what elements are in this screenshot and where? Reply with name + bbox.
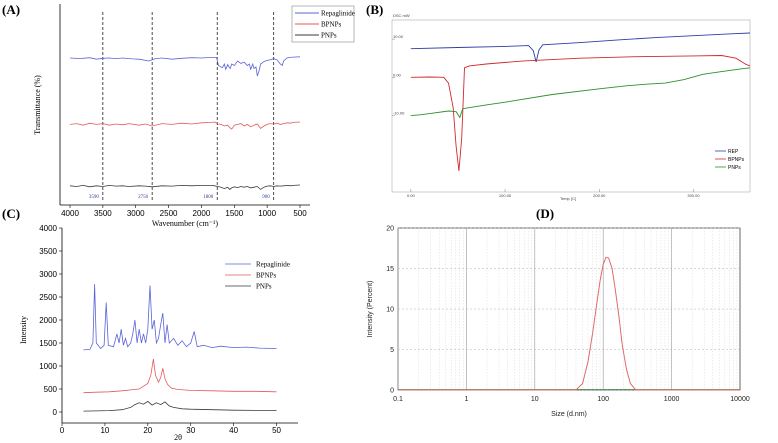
panel-a-annotations: 3590 2750 1800 900	[89, 195, 270, 200]
panel-a-series	[69, 56, 301, 190]
panel-c: (C) 0 500 1000 1500 2000 2500 3000 3500 4000 0 10…	[2, 206, 298, 442]
panel-a-xlabel: Wavenumber (cm⁻¹)	[152, 219, 219, 228]
panel-b-xtick-label: 300.00	[687, 193, 700, 198]
panel-a-annotation: 900	[262, 195, 270, 200]
panel-b-ytick-label: 10.00	[393, 34, 404, 39]
panel-c-ytick-label: 1000	[39, 362, 57, 371]
panel-b-series	[410, 32, 751, 172]
panel-c-label: (C)	[2, 206, 20, 221]
panel-a-tick-label: 1000	[258, 209, 276, 218]
panel-c-ytick-label: 4000	[39, 224, 57, 233]
panel-d-frame	[397, 227, 741, 391]
panel-d-x-ticks: 0.1 1 10 100 1000 10000	[393, 396, 750, 403]
panel-b-ytick-label: 0.00	[393, 72, 402, 77]
panel-d-xlabel: Size (d.nm)	[551, 411, 587, 418]
panel-d-xtick-label: 0.1	[393, 396, 403, 403]
panel-a-tick-label: 500	[293, 209, 307, 218]
panel-c-x-ticks: 0 10 20 30 40 50	[60, 423, 282, 435]
panel-a-annotation: 2750	[138, 195, 149, 200]
panel-d-y-ticks: 0 5 10 15 20	[386, 226, 394, 395]
panel-a-legend-bpnps: BPNPs	[321, 21, 342, 29]
panel-a-series-pnps	[69, 184, 301, 190]
panel-b-label: (B)	[366, 2, 383, 17]
panel-c-ytick-label: 0	[53, 408, 58, 417]
panel-a-ylabel: Transmittance (%)	[33, 75, 42, 135]
panel-c-ytick-label: 2000	[39, 316, 57, 325]
panel-b-legend-bpnps: BPNPs	[728, 157, 745, 163]
panel-c-series-pnps	[83, 400, 277, 412]
panel-a-annotation: 3590	[89, 195, 100, 200]
panel-c-xtick-label: 0	[60, 426, 65, 435]
panel-c-xtick-label: 40	[229, 426, 238, 435]
panel-c-legend: Repaglinide BPNPs PNPs	[225, 261, 290, 291]
panel-c-xtick-label: 20	[143, 426, 152, 435]
panel-c-series-bpnps	[83, 359, 277, 394]
panel-a-series-bpnps	[69, 121, 301, 130]
panel-b-series-bpnps	[410, 55, 751, 172]
panel-d-ytick-label: 10	[386, 307, 394, 314]
panel-c-legend-pnps: PNPs	[256, 283, 272, 291]
panel-a-legend: Repaglinide BPNPs PNPs	[291, 5, 355, 43]
panel-d-ylabel: Intensity (Percent)	[367, 281, 374, 338]
panel-b-legend-rep: REP	[728, 149, 739, 155]
panel-a-tick-label: 3000	[127, 209, 145, 218]
panel-a-legend-repaglinide: Repaglinide	[321, 10, 355, 18]
panel-d-xtick-label: 1000	[664, 396, 680, 403]
panel-d-xtick-label: 1	[464, 396, 468, 403]
panel-d-ytick-label: 15	[386, 266, 394, 273]
panel-c-ytick-label: 1500	[39, 339, 57, 348]
panel-d-xtick-label: 100	[597, 396, 609, 403]
panel-a-annotation: 1800	[203, 195, 214, 200]
panel-a-guides	[102, 12, 275, 200]
panel-b-ytick-label: -10.00	[393, 111, 405, 116]
panel-c-legend-bpnps: BPNPs	[256, 272, 277, 280]
panel-a: (A) 3590 2750 1800 900 4000 3500 3000 2500 2000…	[2, 2, 355, 228]
panel-d-xtick-label: 10	[531, 396, 539, 403]
panel-c-y-ticks: 0 500 1000 1500 2000 2500 3000 3500 4000	[39, 224, 62, 417]
panel-b: (B) DSC mW 10.00 0.00 -10.00 0.00 100.00 200…	[366, 2, 751, 201]
panel-a-tick-label: 2000	[193, 209, 211, 218]
panel-c-ylabel: Intensity	[19, 316, 28, 344]
panel-c-ytick-label: 3500	[39, 247, 57, 256]
panel-b-xtick-label: 0.00	[407, 193, 416, 198]
panel-b-ylabel: DSC mW	[393, 13, 410, 18]
panel-d-series	[398, 256, 740, 391]
panel-b-y-ticks: 10.00 0.00 -10.00	[392, 34, 405, 116]
panel-a-tick-label: 4000	[61, 209, 79, 218]
panel-a-legend-pnps: PNPs	[321, 32, 337, 40]
panel-b-xtick-label: 200.00	[593, 193, 606, 198]
panel-c-legend-repaglinide: Repaglinide	[256, 261, 290, 269]
panel-b-frame	[391, 19, 751, 193]
panel-a-tick-label: 3500	[94, 209, 112, 218]
panel-a-label: (A)	[2, 2, 20, 17]
panel-b-x-ticks: 0.00 100.00 200.00 300.00	[407, 189, 700, 198]
panel-c-series	[83, 284, 277, 412]
panel-b-legend-pnps: PNPs	[728, 165, 741, 171]
panel-c-ytick-label: 2500	[39, 293, 57, 302]
panel-c-ytick-label: 500	[44, 385, 58, 394]
panel-d-series-0	[398, 256, 740, 391]
panel-d-xtick-label: 10000	[730, 396, 750, 403]
panel-b-xtick-label: 100.00	[499, 193, 512, 198]
panel-d-ytick-label: 5	[390, 347, 394, 354]
panel-c-xtick-label: 50	[272, 426, 281, 435]
panel-d: (D) 0 5 10 15 20 0.1 1 10 100 1000 10000 Size (d.…	[367, 206, 750, 418]
panel-a-tick-label: 1500	[225, 209, 243, 218]
panel-c-series-repaglinide	[83, 284, 277, 351]
panel-d-ytick-label: 20	[386, 226, 394, 233]
panel-c-ytick-label: 3000	[39, 270, 57, 279]
panel-c-xlabel: 2θ	[174, 433, 182, 442]
panel-c-xtick-label: 30	[186, 426, 195, 435]
panel-a-series-repaglinide	[69, 56, 301, 77]
panel-a-tick-label: 2500	[160, 209, 178, 218]
panel-b-series-pnps	[410, 67, 751, 119]
panel-b-xlabel: Temp [C]	[560, 196, 576, 201]
panel-a-x-ticks: 4000 3500 3000 2500 2000 1500 1000 500	[61, 205, 307, 218]
panel-b-series-rep	[410, 32, 751, 63]
panel-d-ytick-label: 0	[390, 388, 394, 395]
panel-d-label: (D)	[536, 206, 554, 221]
panel-c-xtick-label: 10	[100, 426, 109, 435]
panel-b-legend: REP BPNPs PNPs	[715, 149, 745, 171]
